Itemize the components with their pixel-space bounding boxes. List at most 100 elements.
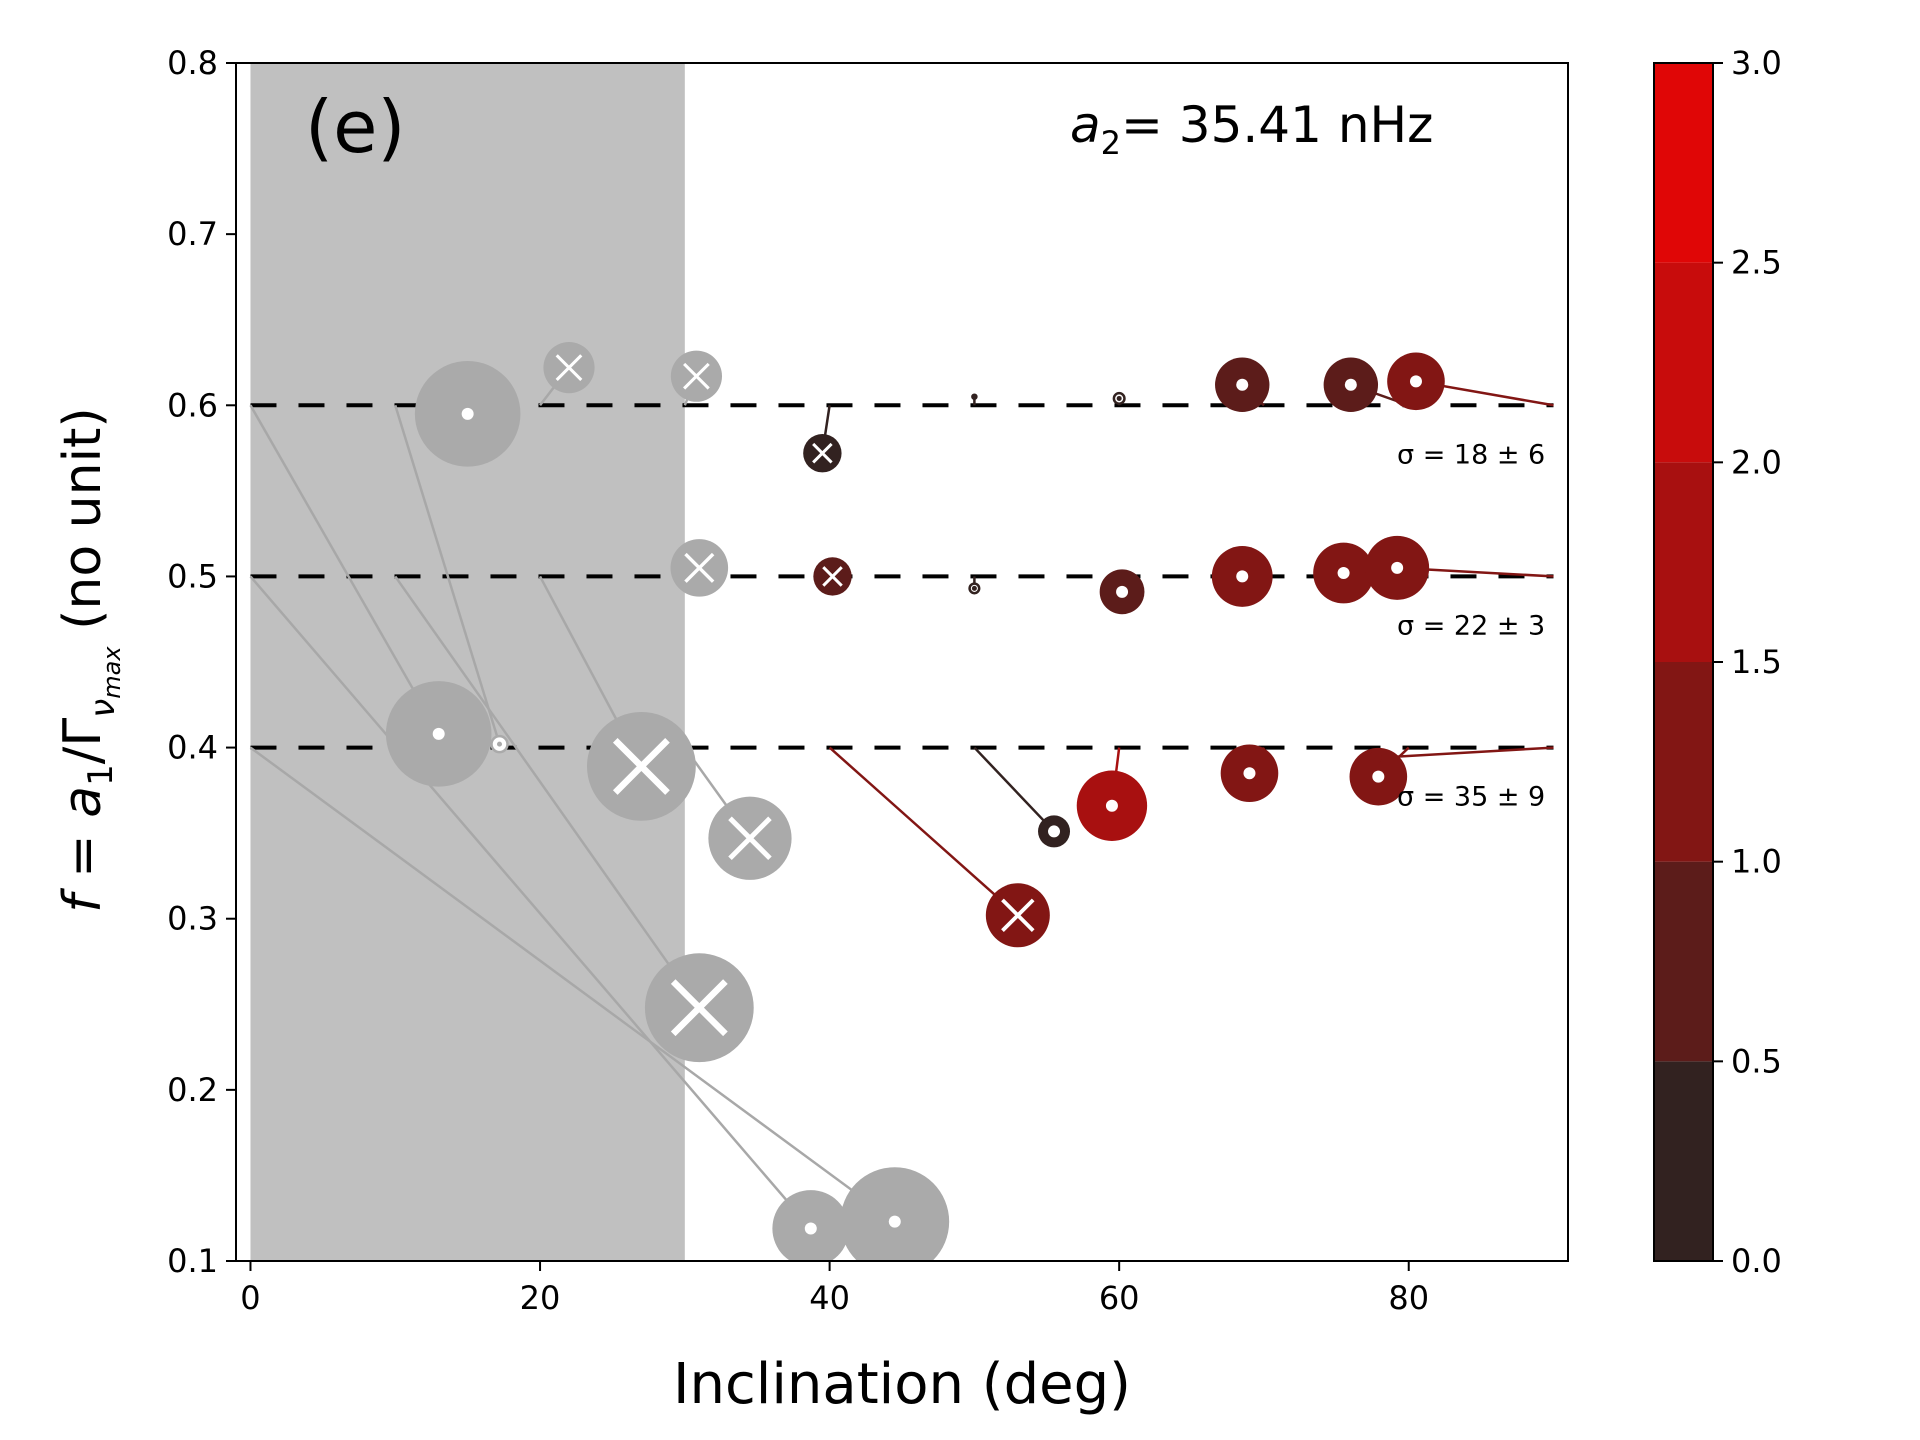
data-point bbox=[1387, 352, 1445, 411]
y-title-sub3: max bbox=[98, 646, 126, 699]
connector-line bbox=[394, 575, 701, 1009]
point-cross bbox=[555, 354, 583, 382]
point-center bbox=[971, 585, 977, 591]
point-center bbox=[1116, 585, 1129, 598]
data-point bbox=[1349, 747, 1408, 806]
x-tick-label: 80 bbox=[1388, 1279, 1429, 1317]
point-cross bbox=[728, 816, 772, 861]
x-tick-label: 20 bbox=[520, 1279, 561, 1317]
colorbar-tick-label: 1.0 bbox=[1731, 843, 1782, 881]
connector-line bbox=[973, 746, 1055, 833]
data-point bbox=[490, 734, 509, 754]
y-title-sub1: 1 bbox=[81, 764, 121, 786]
colorbar-segment bbox=[1654, 861, 1713, 1062]
shaded-region bbox=[250, 63, 685, 1261]
point-cross bbox=[612, 737, 670, 795]
colorbar-tick-label: 2.5 bbox=[1731, 244, 1782, 282]
colorbar-segment bbox=[1654, 462, 1713, 662]
data-point bbox=[670, 539, 729, 597]
connector-line bbox=[249, 746, 896, 1223]
point-cross bbox=[670, 979, 728, 1037]
data-point bbox=[1365, 535, 1430, 600]
point-center bbox=[804, 1222, 817, 1235]
connector-line bbox=[249, 404, 440, 735]
point-cross bbox=[1001, 898, 1035, 933]
data-point bbox=[586, 711, 696, 821]
point-center bbox=[972, 395, 976, 399]
data-point bbox=[1323, 357, 1379, 412]
x-axis-title: Inclination (deg) bbox=[673, 1352, 1131, 1417]
shaded-region-layer bbox=[250, 63, 685, 1261]
y-title-sub2: ν bbox=[83, 699, 123, 718]
data-point bbox=[1076, 770, 1148, 841]
sigma-label: σ = 18 ± 6 bbox=[1397, 439, 1545, 470]
point-center bbox=[1048, 825, 1061, 838]
data-point bbox=[670, 350, 723, 402]
data-point bbox=[971, 393, 978, 400]
y-title-prefix: f = a bbox=[53, 786, 113, 913]
point-center bbox=[497, 741, 503, 747]
point-cross bbox=[822, 566, 843, 587]
point-center bbox=[1409, 375, 1422, 388]
point-cross bbox=[812, 442, 833, 464]
x-tick-label: 60 bbox=[1099, 1279, 1140, 1317]
data-point bbox=[1215, 357, 1270, 412]
data-point bbox=[1099, 569, 1145, 615]
y-tick-label: 0.2 bbox=[167, 1071, 218, 1109]
y-title-mid: /Γ bbox=[53, 718, 113, 765]
data-point bbox=[708, 796, 792, 880]
colorbar-segment bbox=[1654, 63, 1713, 263]
colorbar-tick-label: 1.5 bbox=[1731, 643, 1782, 681]
point-center bbox=[1372, 770, 1385, 783]
y-axis-title-group: f = a1/Γνmax (no unit) bbox=[53, 407, 126, 912]
point-center bbox=[1391, 561, 1404, 574]
point-marker bbox=[1369, 751, 1382, 765]
colorbar-ticks: 0.0 0.5 1.0 1.5 2.0 2.5 3.0 bbox=[1713, 44, 1782, 1280]
point-center bbox=[1236, 378, 1249, 391]
data-point bbox=[644, 953, 754, 1063]
panel-label: (e) bbox=[305, 85, 405, 169]
data-point bbox=[414, 361, 521, 467]
data-point bbox=[543, 342, 595, 394]
data-point bbox=[813, 557, 852, 596]
point-center bbox=[432, 727, 445, 740]
colorbar bbox=[1654, 63, 1713, 1261]
y-tick-label: 0.8 bbox=[167, 44, 218, 82]
point-center bbox=[1236, 570, 1249, 583]
y-tick-label: 0.7 bbox=[167, 215, 218, 253]
data-point bbox=[772, 1190, 850, 1261]
sigma-label: σ = 22 ± 3 bbox=[1397, 610, 1545, 641]
a2-subscript: 2 bbox=[1101, 124, 1121, 162]
point-center bbox=[1344, 378, 1357, 391]
y-axis-title: f = a1/Γνmax (no unit) bbox=[53, 407, 126, 912]
x-axis-ticks: 0 20 40 60 80 bbox=[240, 1261, 1429, 1317]
data-point bbox=[968, 582, 981, 595]
colorbar-tick-label: 0.5 bbox=[1731, 1042, 1782, 1080]
data-point bbox=[1112, 391, 1126, 405]
colorbar-tick-label: 3.0 bbox=[1731, 44, 1782, 82]
point-center bbox=[461, 407, 474, 420]
data-point bbox=[1220, 744, 1279, 803]
y-tick-label: 0.1 bbox=[167, 1242, 218, 1280]
colorbar-tick-label: 0.0 bbox=[1731, 1242, 1782, 1280]
data-point bbox=[1211, 546, 1273, 607]
x-tick-label: 0 bbox=[240, 1279, 260, 1317]
point-center bbox=[1337, 567, 1350, 580]
connector-line bbox=[828, 746, 1019, 917]
sigma-label: σ = 35 ± 9 bbox=[1397, 782, 1545, 813]
point-center bbox=[1243, 767, 1256, 780]
data-point bbox=[1369, 751, 1382, 765]
point-marker bbox=[840, 1167, 950, 1261]
data-point bbox=[803, 434, 842, 473]
y-tick-label: 0.5 bbox=[167, 557, 218, 595]
y-tick-label: 0.6 bbox=[167, 386, 218, 424]
point-center bbox=[888, 1215, 901, 1228]
point-cross bbox=[684, 552, 715, 583]
data-points-layer bbox=[385, 342, 1445, 1261]
connector-line bbox=[249, 575, 812, 1230]
point-cross bbox=[683, 362, 710, 390]
a2-value: = 35.41 nHz bbox=[1121, 96, 1433, 154]
y-title-suffix: (no unit) bbox=[53, 407, 113, 646]
